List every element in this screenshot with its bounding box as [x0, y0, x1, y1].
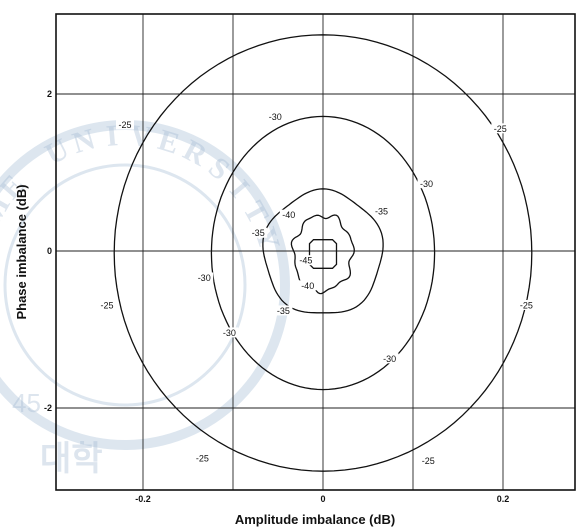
contour-label-bg	[380, 353, 399, 364]
contour-labels: -25 -25 -25 -25 -25 -25 -30 -30 -30 -30 -30 -35 -35 -…	[98, 111, 536, 466]
x-tick-labels: -0.2 0 0.2	[135, 494, 509, 504]
contour-label: -40	[282, 210, 295, 220]
contour-label-bg	[419, 455, 438, 466]
plot-frame	[55, 13, 576, 491]
contour-label-bg	[491, 123, 510, 134]
contour-label: -30	[420, 179, 433, 189]
contour-label: -30	[198, 273, 211, 283]
contour-line-level-45	[308, 239, 338, 269]
contour-label-bg	[116, 119, 134, 130]
contour-label-bg	[372, 205, 391, 216]
y-axis-title: Phase imbalance (dB)	[14, 184, 29, 319]
contour-label-bg	[98, 299, 116, 310]
contour-label: -25	[422, 456, 435, 466]
contour-label: -30	[383, 354, 396, 364]
contour-label: -25	[100, 300, 113, 310]
contour-label-bg	[274, 305, 293, 316]
x-tick-label: -0.2	[135, 494, 151, 504]
watermark-korean: 대학	[40, 439, 103, 479]
contour-label-bg	[296, 255, 315, 266]
contour-label-bg	[266, 111, 285, 122]
contour-label: -25	[118, 120, 131, 130]
contour-label: -35	[375, 206, 388, 216]
contour-label: -40	[301, 281, 314, 291]
contour-label: -35	[277, 306, 290, 316]
contour-label-bg	[249, 227, 268, 238]
y-tick-label: 2	[47, 89, 52, 99]
contour-label-bg	[517, 299, 536, 310]
x-tick-label: 0.2	[497, 494, 510, 504]
contour-label: -25	[520, 300, 533, 310]
watermark-ring-outer	[0, 120, 290, 450]
contour-label: -45	[299, 256, 312, 266]
contour-label: -25	[494, 124, 507, 134]
contour-label: -30	[223, 328, 236, 338]
y-tick-labels: -2 0 2	[44, 89, 52, 413]
contour-label-bg	[195, 272, 214, 283]
x-tick-label: 0	[320, 494, 325, 504]
contour-label-bg	[279, 209, 298, 220]
watermark-letter: I	[105, 119, 120, 153]
grid	[56, 14, 575, 490]
contour-label: -30	[269, 112, 282, 122]
watermark-year: 45	[12, 388, 41, 418]
y-tick-label: -2	[44, 403, 52, 413]
contour-line-level-25	[113, 34, 533, 472]
x-axis-title: Amplitude imbalance (dB)	[235, 512, 395, 527]
contour-label-bg	[193, 453, 212, 464]
contour-lines	[113, 34, 533, 472]
contour-label-bg	[298, 280, 317, 291]
contour-line-level-35	[262, 188, 384, 314]
y-tick-label: 0	[47, 246, 52, 256]
contour-line-level-40	[290, 214, 355, 295]
contour-label-bg	[220, 327, 239, 338]
contour-label-bg	[417, 178, 436, 189]
watermark-ring-inner	[3, 163, 247, 407]
contour-label: -25	[196, 454, 209, 464]
contour-line-level-30	[210, 115, 436, 391]
contour-label: -35	[252, 228, 265, 238]
